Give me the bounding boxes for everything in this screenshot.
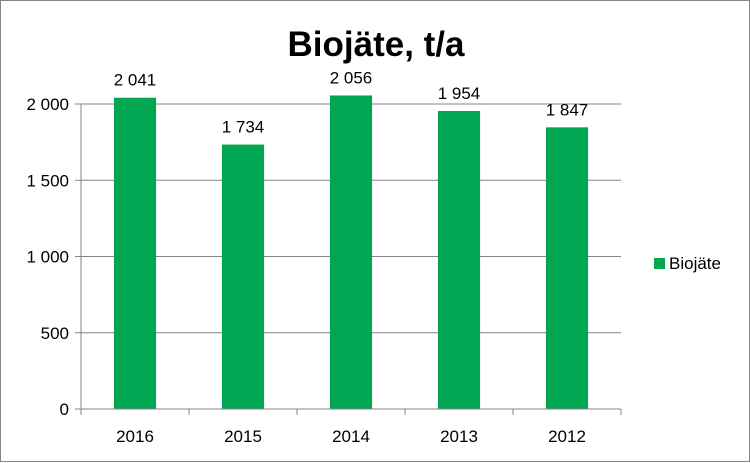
legend: Biojäte xyxy=(654,254,721,273)
x-tick-label: 2012 xyxy=(548,427,586,446)
y-tick-label: 500 xyxy=(41,324,69,343)
x-tick-label: 2013 xyxy=(440,427,478,446)
y-tick-label: 1 000 xyxy=(26,248,69,267)
data-label: 1 954 xyxy=(438,84,481,103)
bars xyxy=(113,95,589,410)
x-axis-ticks: 2016 2015 2014 2013 2012 xyxy=(80,408,622,446)
data-label: 1 847 xyxy=(546,100,589,119)
data-label: 2 056 xyxy=(330,68,373,87)
bar xyxy=(437,111,481,409)
chart-title: Biojäte, t/a xyxy=(288,25,466,64)
legend-label-biojate: Biojäte xyxy=(669,254,721,273)
bar xyxy=(221,144,265,409)
x-tick-label: 2015 xyxy=(224,427,262,446)
bar xyxy=(545,127,589,410)
y-tick-label: 0 xyxy=(60,400,69,419)
x-tick-label: 2016 xyxy=(116,427,154,446)
y-tick-label: 1 500 xyxy=(26,171,69,190)
data-labels: 2 041 1 734 2 056 1 954 1 847 xyxy=(114,68,589,136)
data-label: 1 734 xyxy=(222,118,265,137)
y-tick-label: 2 000 xyxy=(26,95,69,114)
bar xyxy=(329,95,373,410)
y-axis-ticks: 0 500 1 000 1 500 2 000 xyxy=(26,95,82,419)
legend-swatch-biojate xyxy=(654,258,665,269)
data-label: 2 041 xyxy=(114,71,157,90)
bar xyxy=(113,97,157,409)
x-tick-label: 2014 xyxy=(332,427,370,446)
